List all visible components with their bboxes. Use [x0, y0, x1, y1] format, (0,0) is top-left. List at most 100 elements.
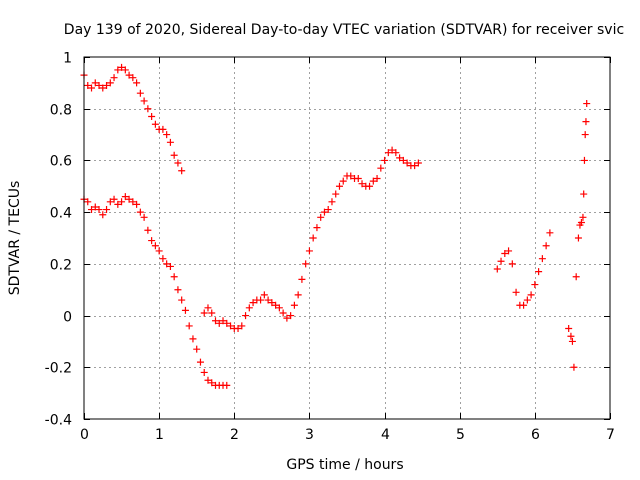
x-tick-label: 1 [155, 427, 164, 443]
data-point [354, 175, 362, 183]
data-point [129, 198, 137, 206]
y-tick-label: 0.6 [50, 154, 72, 170]
x-tick-label: 5 [456, 427, 465, 443]
data-point [580, 156, 588, 164]
data-point [313, 224, 321, 232]
data-point [523, 296, 531, 304]
data-point [215, 319, 223, 327]
data-point [148, 237, 156, 245]
data-point [163, 260, 171, 268]
y-tick-label: 0.2 [50, 258, 72, 274]
data-point [373, 175, 381, 183]
data-point [538, 255, 546, 263]
data-point [414, 159, 422, 167]
data-point [570, 363, 578, 371]
data-point [339, 177, 347, 185]
data-point [151, 120, 159, 128]
data-point [501, 250, 509, 258]
data-point [155, 247, 163, 255]
y-tick-label: 0.8 [50, 103, 72, 119]
data-point [542, 242, 550, 250]
data-point [512, 288, 520, 296]
data-point [388, 146, 396, 154]
data-point [136, 89, 144, 97]
data-point [223, 381, 231, 389]
data-point [148, 112, 156, 120]
data-point [110, 195, 118, 203]
data-point [531, 281, 539, 289]
data-point [369, 177, 377, 185]
series-0 [80, 63, 186, 175]
data-point [238, 322, 246, 330]
data-point [328, 198, 336, 206]
data-point [133, 200, 141, 208]
data-point [118, 63, 126, 71]
data-point [366, 182, 374, 190]
data-point [381, 156, 389, 164]
data-point [95, 81, 103, 89]
series-4 [565, 100, 591, 371]
data-point [166, 138, 174, 146]
data-point [212, 317, 219, 325]
data-point [497, 257, 505, 265]
data-point [358, 180, 366, 188]
x-tick-label: 2 [230, 427, 239, 443]
data-point [103, 206, 111, 214]
data-point [290, 301, 298, 309]
data-point [264, 296, 272, 304]
data-point [181, 306, 189, 314]
data-point [114, 200, 122, 208]
data-point [320, 208, 328, 216]
data-point [121, 193, 129, 201]
data-point [204, 376, 212, 384]
data-point [294, 291, 302, 299]
data-point [384, 149, 392, 157]
data-point [335, 182, 343, 190]
data-point [260, 291, 268, 299]
series-1 [80, 193, 231, 389]
data-point [151, 242, 159, 250]
data-point [581, 131, 589, 139]
data-point [227, 322, 235, 330]
data-point [174, 159, 182, 167]
data-point [396, 154, 404, 162]
data-point [163, 131, 171, 139]
x-tick-label: 4 [381, 427, 390, 443]
data-point [114, 66, 122, 74]
series-3 [493, 229, 554, 309]
data-point [208, 309, 216, 317]
x-tick-label: 3 [305, 427, 314, 443]
data-point [106, 79, 114, 87]
grid-lines [84, 57, 610, 419]
data-point [196, 358, 204, 366]
x-tick-label: 6 [531, 427, 540, 443]
data-point [249, 299, 257, 307]
x-tick-label: 7 [606, 427, 615, 443]
data-point [245, 304, 253, 312]
data-point [309, 234, 317, 242]
data-point [242, 312, 250, 320]
data-point [520, 301, 528, 309]
data-point [88, 206, 96, 214]
y-tick-label: -0.2 [45, 361, 72, 377]
data-point [298, 275, 306, 283]
data-point [178, 167, 186, 175]
data-point [110, 74, 118, 82]
data-point [317, 213, 325, 221]
data-point [577, 218, 585, 226]
data-point [136, 208, 144, 216]
data-point [170, 151, 178, 159]
data-point [257, 296, 265, 304]
data-point [580, 190, 588, 198]
y-axis-label: SDTVAR / TECUs [7, 181, 23, 296]
x-tick-label: 0 [80, 427, 89, 443]
data-point [567, 332, 575, 340]
data-point [84, 198, 92, 206]
data-point [568, 337, 576, 345]
data-point [99, 211, 107, 219]
data-point [144, 226, 152, 234]
data-point [546, 229, 554, 237]
data-point [579, 213, 587, 221]
data-point [268, 299, 276, 307]
